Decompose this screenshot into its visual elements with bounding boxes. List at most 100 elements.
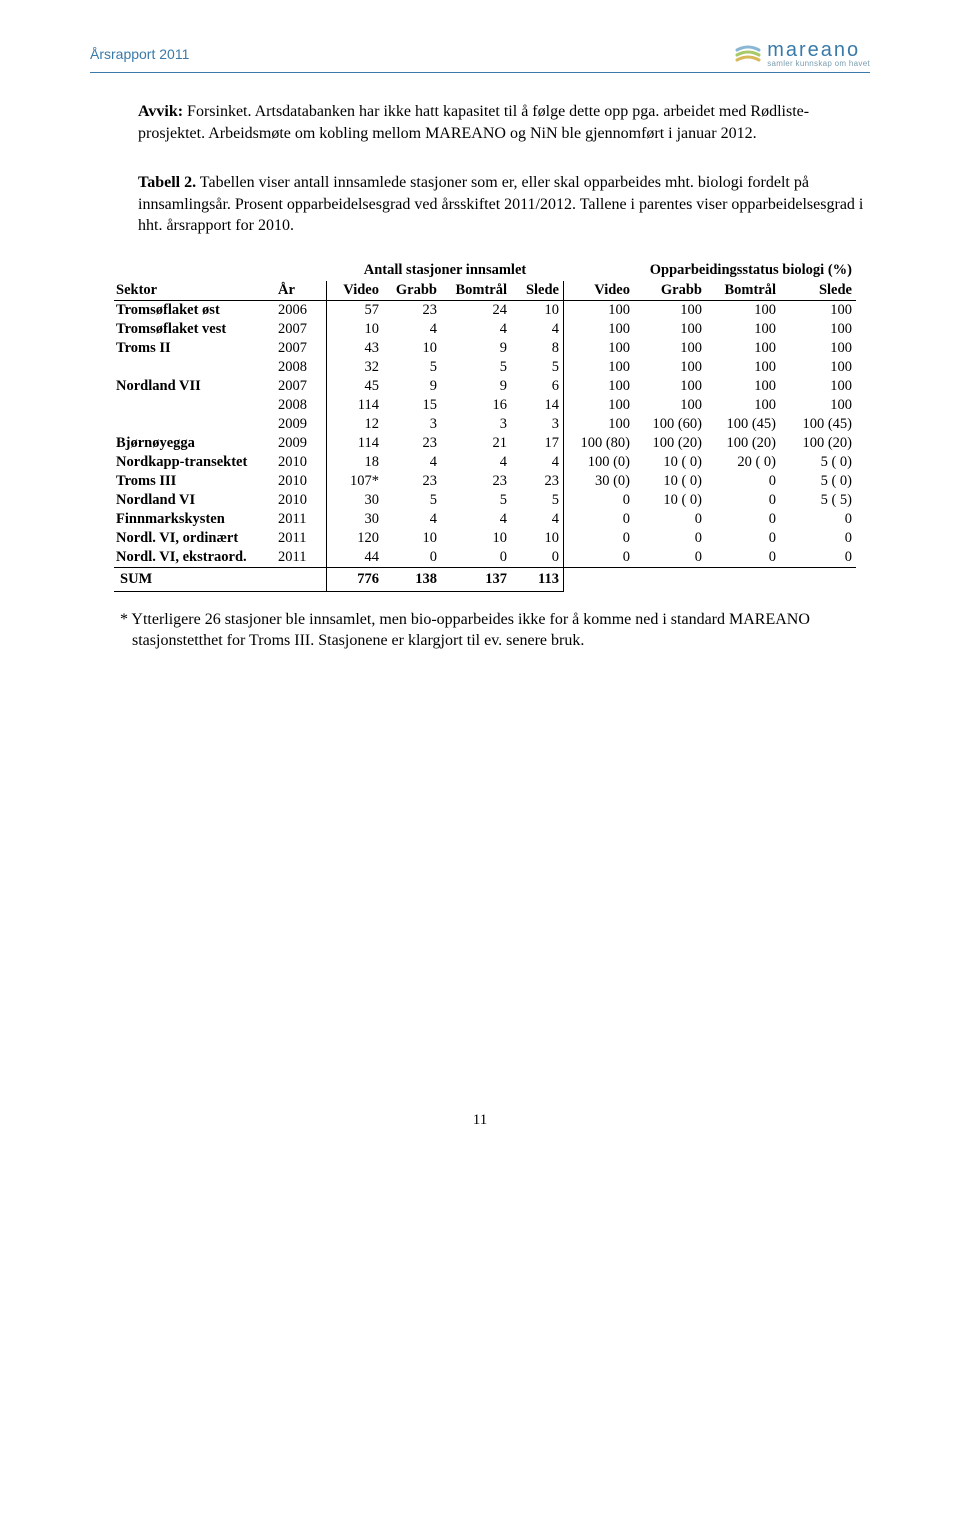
cell-bom2: 100 (45) xyxy=(706,415,780,434)
header-logo: mareano samler kunnskap om havet xyxy=(735,40,870,68)
cell-grabb2: 0 xyxy=(634,529,706,548)
cell-slede2: 5 ( 0) xyxy=(780,472,856,491)
cell-grabb2: 10 ( 0) xyxy=(634,491,706,510)
col-slede: Slede xyxy=(511,281,564,301)
cell-year: 2007 xyxy=(274,339,327,358)
cell-sector: Tromsøflaket øst xyxy=(114,300,274,320)
avvik-label: Avvik: xyxy=(138,103,183,120)
cell-year: 2010 xyxy=(274,453,327,472)
cell-bom: 9 xyxy=(441,339,511,358)
col-sector: Sektor xyxy=(114,281,274,301)
page-number: 11 xyxy=(90,1112,870,1129)
cell-video: 107* xyxy=(327,472,384,491)
cell-video: 30 xyxy=(327,491,384,510)
cell-grabb2: 100 xyxy=(634,320,706,339)
cell-grabb2: 0 xyxy=(634,510,706,529)
cell-slede: 4 xyxy=(511,510,564,529)
cell-bom: 4 xyxy=(441,510,511,529)
cell-slede: 10 xyxy=(511,529,564,548)
cell-slede: 8 xyxy=(511,339,564,358)
cell-grabb2: 100 xyxy=(634,396,706,415)
col-grabb2: Grabb xyxy=(634,281,706,301)
cell-slede: 17 xyxy=(511,434,564,453)
cell-video: 44 xyxy=(327,548,384,568)
cell-sector: Bjørnøyegga xyxy=(114,434,274,453)
cell-slede2: 100 xyxy=(780,358,856,377)
cell-bom2: 20 ( 0) xyxy=(706,453,780,472)
cell-slede: 3 xyxy=(511,415,564,434)
cell-grabb2: 100 xyxy=(634,377,706,396)
table-row: Nordland VII200745996100100100100 xyxy=(114,377,856,396)
table-row: Troms II2007431098100100100100 xyxy=(114,339,856,358)
paragraph-tabell: Tabell 2. Tabellen viser antall innsamle… xyxy=(138,172,870,237)
cell-slede2: 0 xyxy=(780,510,856,529)
col-bom: Bomtrål xyxy=(441,281,511,301)
cell-sector: Nordland VI xyxy=(114,491,274,510)
sum-video: 776 xyxy=(327,567,384,591)
cell-video: 120 xyxy=(327,529,384,548)
cell-year: 2007 xyxy=(274,377,327,396)
cell-grabb2: 10 ( 0) xyxy=(634,453,706,472)
cell-slede2: 100 (45) xyxy=(780,415,856,434)
cell-grabb2: 100 xyxy=(634,300,706,320)
cell-sector xyxy=(114,396,274,415)
table-row: Tromsøflaket øst200657232410100100100100 xyxy=(114,300,856,320)
table-row: Nordkapp-transektet201018444100 (0)10 ( … xyxy=(114,453,856,472)
cell-slede: 6 xyxy=(511,377,564,396)
cell-slede: 4 xyxy=(511,453,564,472)
cell-slede: 0 xyxy=(511,548,564,568)
cell-bom: 23 xyxy=(441,472,511,491)
cell-slede2: 0 xyxy=(780,548,856,568)
cell-bom: 5 xyxy=(441,358,511,377)
cell-bom2: 100 xyxy=(706,300,780,320)
cell-year: 2009 xyxy=(274,434,327,453)
cell-sector: Troms II xyxy=(114,339,274,358)
cell-slede2: 5 ( 5) xyxy=(780,491,856,510)
header: Årsrapport 2011 mareano samler kunnskap … xyxy=(90,40,870,73)
cell-year: 2010 xyxy=(274,472,327,491)
table-row: Bjørnøyegga2009114232117100 (80)100 (20)… xyxy=(114,434,856,453)
cell-year: 2010 xyxy=(274,491,327,510)
table-row: Tromsøflaket vest200710444100100100100 xyxy=(114,320,856,339)
cell-bom2: 100 xyxy=(706,396,780,415)
cell-slede: 23 xyxy=(511,472,564,491)
cell-sector xyxy=(114,415,274,434)
cell-bom2: 0 xyxy=(706,491,780,510)
cell-bom2: 100 xyxy=(706,320,780,339)
logo-sub: samler kunnskap om havet xyxy=(767,60,870,68)
cell-bom: 16 xyxy=(441,396,511,415)
cell-video2: 100 xyxy=(564,396,635,415)
table-row: Nordl. VI, ekstraord.2011440000000 xyxy=(114,548,856,568)
cell-slede2: 100 (20) xyxy=(780,434,856,453)
cell-slede2: 5 ( 0) xyxy=(780,453,856,472)
sum-label: SUM xyxy=(114,567,274,591)
cell-video: 45 xyxy=(327,377,384,396)
cell-bom2: 0 xyxy=(706,529,780,548)
cell-slede2: 100 xyxy=(780,300,856,320)
cell-grabb: 10 xyxy=(383,339,441,358)
col-grabb: Grabb xyxy=(383,281,441,301)
cell-video: 12 xyxy=(327,415,384,434)
mareano-logo-icon xyxy=(735,41,761,67)
cell-slede2: 100 xyxy=(780,396,856,415)
col-bom2: Bomtrål xyxy=(706,281,780,301)
table-col-header: Sektor År Video Grabb Bomtrål Slede Vide… xyxy=(114,281,856,301)
table-row: Nordland VI201030555010 ( 0)05 ( 5) xyxy=(114,491,856,510)
avvik-text: Forsinket. Artsdatabanken har ikke hatt … xyxy=(138,103,809,142)
cell-video: 32 xyxy=(327,358,384,377)
cell-slede2: 100 xyxy=(780,339,856,358)
cell-grabb2: 10 ( 0) xyxy=(634,472,706,491)
sum-bom: 137 xyxy=(441,567,511,591)
cell-grabb2: 0 xyxy=(634,548,706,568)
cell-sector: Nordl. VI, ordinært xyxy=(114,529,274,548)
col-video2: Video xyxy=(564,281,635,301)
cell-video2: 100 xyxy=(564,377,635,396)
cell-video2: 100 xyxy=(564,320,635,339)
cell-bom2: 100 xyxy=(706,377,780,396)
cell-slede: 5 xyxy=(511,491,564,510)
cell-year: 2011 xyxy=(274,548,327,568)
cell-sector: Finnmarkskysten xyxy=(114,510,274,529)
cell-video: 57 xyxy=(327,300,384,320)
cell-slede: 14 xyxy=(511,396,564,415)
cell-sector: Nordland VII xyxy=(114,377,274,396)
